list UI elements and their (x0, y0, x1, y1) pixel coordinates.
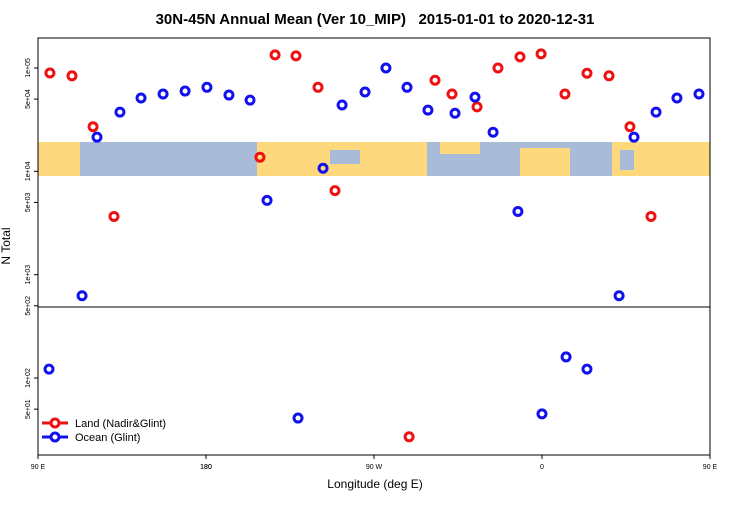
data-point (44, 67, 56, 79)
y-tick-label: 1e+03 (25, 265, 32, 285)
data-point (581, 363, 593, 375)
legend-marker (49, 431, 61, 443)
x-tick-label: 0 (540, 464, 544, 471)
data-point (157, 88, 169, 100)
y-tick-label: 5e+01 (25, 399, 32, 419)
data-point (108, 210, 120, 222)
x-tick-label: 180 (200, 464, 212, 471)
data-point (422, 104, 434, 116)
data-point (446, 88, 458, 100)
data-point (76, 290, 88, 302)
x-tick-label: 180 (200, 464, 212, 471)
x-axis-label: Longitude (deg E) (327, 477, 422, 491)
data-point (512, 205, 524, 217)
data-point (449, 107, 461, 119)
data-point (603, 70, 615, 82)
legend-label: Ocean (Glint) (75, 432, 140, 444)
data-point (671, 92, 683, 104)
data-point (329, 185, 341, 197)
legend-marker (49, 417, 61, 429)
data-point (628, 131, 640, 143)
y-tick-label: 5e+03 (25, 193, 32, 213)
y-tick-label: 5e+04 (25, 89, 32, 109)
x-tick-label: 90 W (366, 464, 383, 471)
data-point (87, 121, 99, 133)
data-point (359, 86, 371, 98)
data-point (292, 412, 304, 424)
data-point (223, 89, 235, 101)
x-tick-label: 90 E (703, 464, 718, 471)
data-point (91, 131, 103, 143)
data-point (514, 51, 526, 63)
data-point (429, 74, 441, 86)
y-tick-label: 1e+04 (25, 161, 32, 181)
y-tick-label: 5e+02 (25, 296, 32, 316)
data-point (244, 94, 256, 106)
data-point (650, 106, 662, 118)
data-point (179, 85, 191, 97)
data-point (487, 126, 499, 138)
data-point (290, 50, 302, 62)
data-point (261, 194, 273, 206)
data-point (135, 92, 147, 104)
data-point (471, 101, 483, 113)
data-point (535, 48, 547, 60)
y-tick-label: 1e+05 (25, 58, 32, 78)
data-point (403, 431, 415, 443)
data-point (560, 351, 572, 363)
x-tick-label: 90 E (31, 464, 46, 471)
data-point (645, 210, 657, 222)
data-point (559, 88, 571, 100)
data-point (317, 162, 329, 174)
data-point (66, 70, 78, 82)
data-point (469, 91, 481, 103)
data-point (380, 62, 392, 74)
data-point (613, 290, 625, 302)
data-point (693, 88, 705, 100)
data-point (254, 151, 266, 163)
data-point (114, 106, 126, 118)
chart-title: 30N-45N Annual Mean (Ver 10_MIP) 2015-01… (156, 11, 595, 28)
data-point (536, 408, 548, 420)
legend-label: Land (Nadir&Glint) (75, 418, 166, 430)
y-axis-label: N Total (0, 227, 13, 264)
data-point (624, 121, 636, 133)
data-point (43, 363, 55, 375)
data-point (312, 81, 324, 93)
data-point (269, 49, 281, 61)
data-point (492, 62, 504, 74)
y-tick-label: 1e+02 (25, 368, 32, 388)
data-point (201, 81, 213, 93)
map-strip (38, 142, 710, 176)
data-point (336, 99, 348, 111)
data-point (401, 81, 413, 93)
data-point (581, 67, 593, 79)
